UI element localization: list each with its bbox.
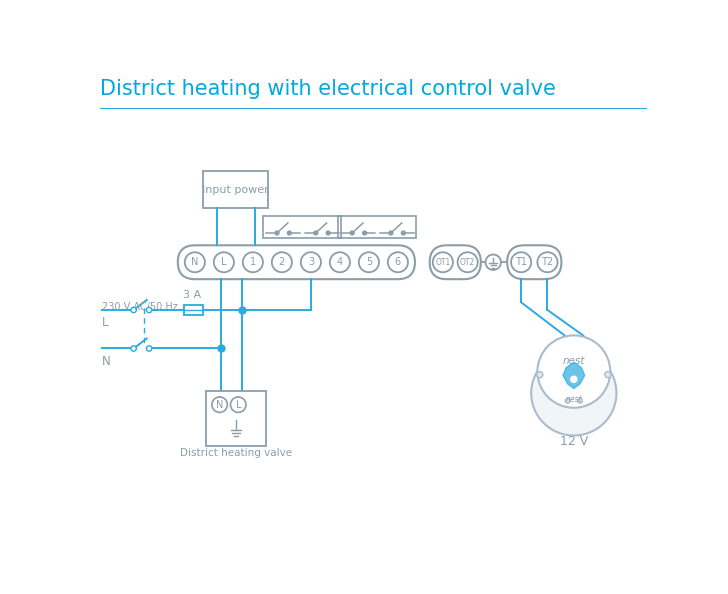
Text: 3 A: 3 A [183, 290, 201, 299]
Circle shape [288, 231, 291, 235]
Circle shape [566, 399, 570, 403]
Circle shape [537, 372, 543, 378]
Text: L: L [235, 400, 241, 410]
Circle shape [389, 231, 393, 235]
Circle shape [131, 346, 136, 351]
Circle shape [243, 252, 263, 272]
Circle shape [212, 397, 227, 412]
Circle shape [432, 252, 453, 272]
Circle shape [401, 231, 405, 235]
Circle shape [272, 252, 292, 272]
Circle shape [350, 231, 354, 235]
Circle shape [458, 252, 478, 272]
FancyBboxPatch shape [430, 245, 480, 279]
Text: 3: 3 [308, 257, 314, 267]
Circle shape [131, 307, 136, 312]
Circle shape [511, 252, 531, 272]
Circle shape [605, 372, 611, 378]
Circle shape [214, 252, 234, 272]
Circle shape [388, 252, 408, 272]
Text: N: N [102, 355, 111, 368]
FancyBboxPatch shape [184, 305, 202, 315]
Circle shape [578, 399, 582, 403]
Text: T2: T2 [542, 257, 553, 267]
Text: Input power: Input power [202, 185, 269, 195]
Text: 12 V: 12 V [560, 435, 588, 448]
Text: L: L [102, 316, 108, 329]
Circle shape [146, 346, 152, 351]
Text: L: L [221, 257, 226, 267]
FancyBboxPatch shape [206, 391, 266, 446]
Text: 230 V AC/50 Hz: 230 V AC/50 Hz [102, 302, 178, 311]
FancyBboxPatch shape [178, 245, 415, 279]
Text: District heating valve: District heating valve [180, 448, 292, 459]
Text: 6: 6 [395, 257, 401, 267]
Text: District heating with electrical control valve: District heating with electrical control… [100, 79, 556, 99]
Text: 2: 2 [279, 257, 285, 267]
Circle shape [146, 307, 152, 312]
FancyBboxPatch shape [202, 172, 269, 208]
Text: N: N [191, 257, 199, 267]
Text: nest: nest [563, 356, 585, 366]
FancyBboxPatch shape [507, 245, 561, 279]
Text: OT2: OT2 [460, 258, 475, 267]
Circle shape [314, 231, 317, 235]
Text: 4: 4 [337, 257, 343, 267]
Text: nest: nest [566, 395, 582, 404]
Circle shape [326, 231, 330, 235]
Text: T1: T1 [515, 257, 527, 267]
Circle shape [359, 252, 379, 272]
Circle shape [301, 252, 321, 272]
Text: 1: 1 [250, 257, 256, 267]
Circle shape [571, 376, 577, 383]
Polygon shape [563, 362, 585, 388]
Circle shape [537, 336, 610, 407]
Circle shape [363, 231, 366, 235]
Circle shape [275, 231, 279, 235]
Text: N: N [216, 400, 223, 410]
Circle shape [231, 397, 246, 412]
Circle shape [330, 252, 350, 272]
Circle shape [486, 255, 501, 270]
Circle shape [537, 252, 558, 272]
Circle shape [531, 351, 617, 435]
Text: 5: 5 [365, 257, 372, 267]
Circle shape [185, 252, 205, 272]
Text: OT1: OT1 [435, 258, 451, 267]
